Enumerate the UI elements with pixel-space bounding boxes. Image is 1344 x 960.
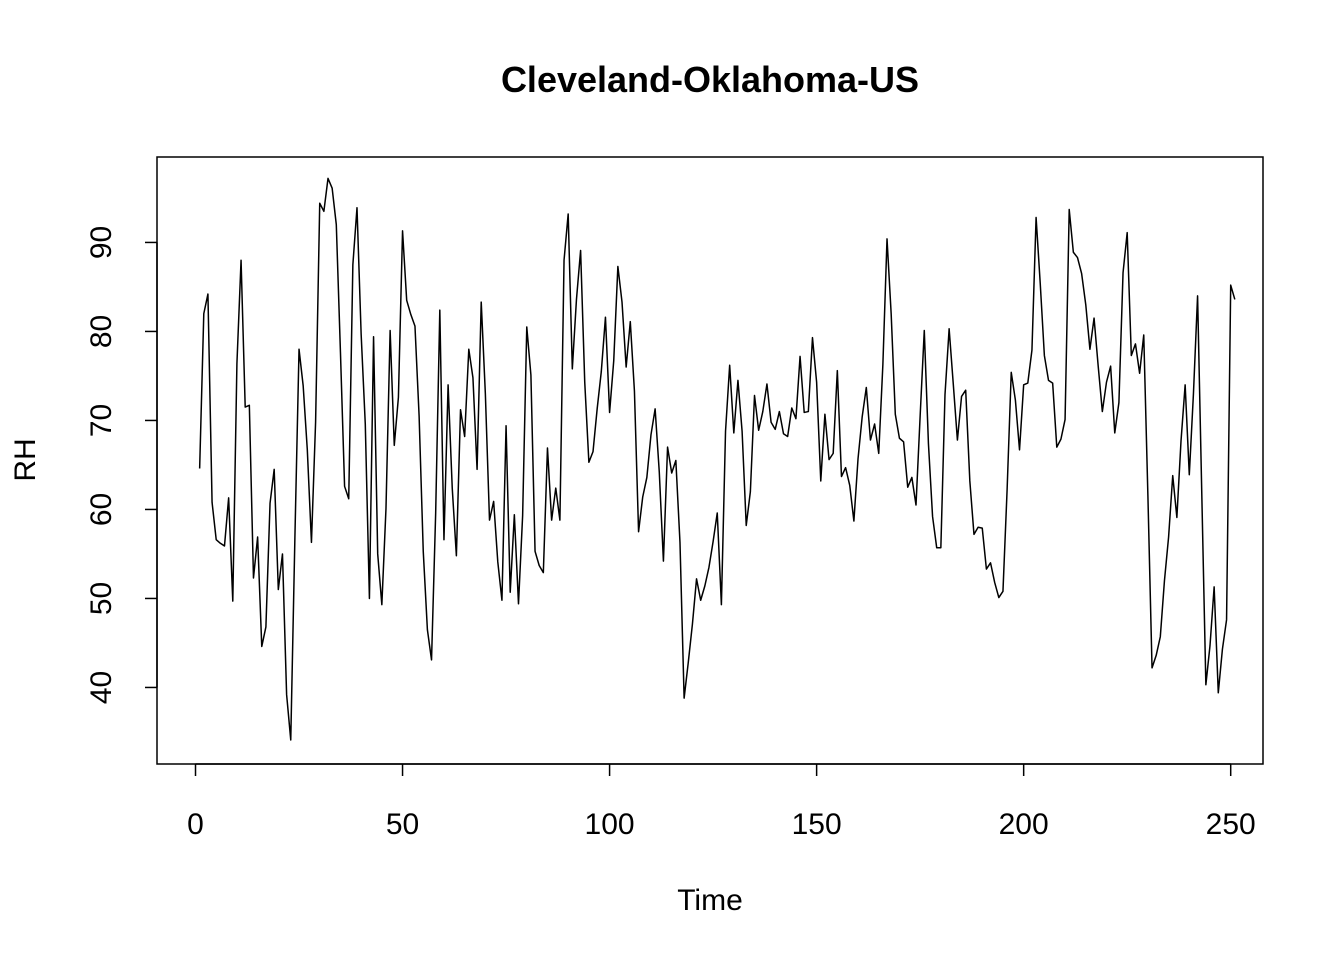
- y-tick-label: 80: [85, 315, 118, 348]
- x-tick-label: 200: [999, 808, 1049, 841]
- y-axis: 40 50 60 70 80 90: [85, 226, 158, 704]
- x-axis: 0 50 100 150 200 250: [187, 763, 1256, 841]
- x-tick-label: 50: [386, 808, 419, 841]
- x-tick-label: 150: [792, 808, 842, 841]
- y-tick-label: 40: [85, 671, 118, 704]
- series-line: [198, 177, 1236, 741]
- y-tick-label: 70: [85, 404, 118, 437]
- y-tick-label: 90: [85, 226, 118, 259]
- x-tick-label: 100: [585, 808, 635, 841]
- x-tick-label: 250: [1206, 808, 1256, 841]
- x-tick-label: 0: [187, 808, 204, 841]
- chart-title: Cleveland-Oklahoma-US: [501, 59, 919, 100]
- y-axis-label: RH: [9, 438, 42, 481]
- plot-frame: [156, 156, 1264, 765]
- y-tick-label: 60: [85, 493, 118, 526]
- y-tick-label: 50: [85, 582, 118, 615]
- x-axis-label: Time: [677, 884, 743, 917]
